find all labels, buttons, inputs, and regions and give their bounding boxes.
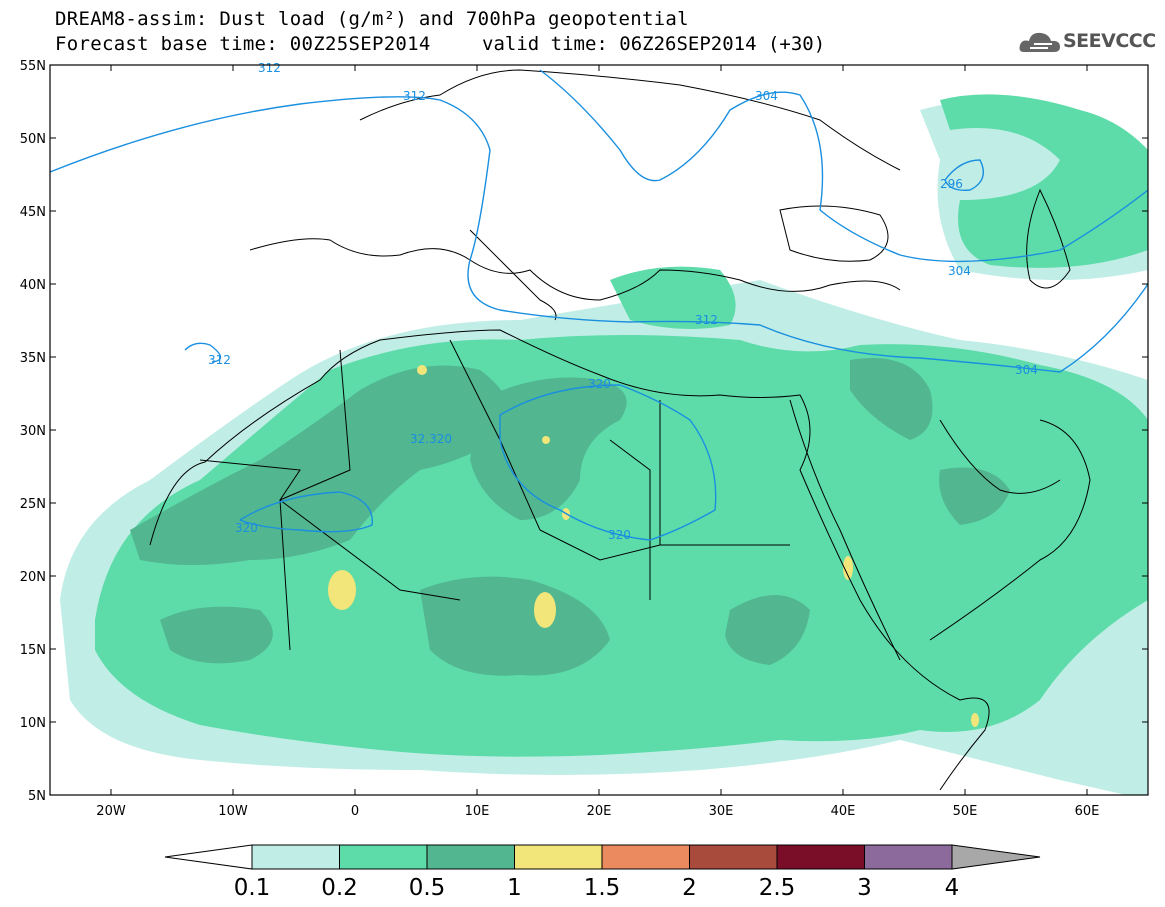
colorbar-tick-label: 0.2 [321, 875, 358, 901]
lat-label: 15N [20, 643, 46, 658]
colorbar-low-arrow [164, 844, 253, 870]
dust-peak-1 [328, 570, 356, 610]
colorbar-tick-label: 0.1 [234, 875, 271, 901]
lat-label: 20N [20, 570, 46, 585]
red-sea [789, 399, 901, 661]
dust-area-dark-arabia [850, 358, 933, 440]
dust-peak-5 [417, 365, 427, 375]
border-7 [609, 439, 651, 600]
colorbar-tick-label: 4 [945, 875, 960, 901]
colorbar-segment [776, 844, 865, 870]
dust-area-dark-west [130, 365, 512, 565]
dust-peak-2 [534, 592, 556, 628]
north-coast [359, 69, 901, 171]
italy [469, 229, 557, 321]
contour-labels: 304 312 296 304 312 304 312 312 320 32.3… [208, 61, 1038, 542]
contour-304 [539, 69, 1148, 263]
lon-label: 20E [587, 804, 612, 819]
contour-label: 296 [940, 177, 963, 191]
dust-area-dark-sahel [160, 606, 273, 664]
dust-area-dark-sudan [725, 595, 810, 665]
africa-coast [149, 329, 990, 791]
dust-peak-6 [542, 436, 550, 444]
contour-label: 304 [755, 89, 778, 103]
contour-312-north [50, 96, 1061, 373]
lon-label: 10W [218, 804, 248, 819]
contour-label: 304 [1015, 363, 1038, 377]
logo-text: SEEVCCC [1063, 30, 1156, 52]
colorbar-segment [251, 844, 340, 870]
border-2 [199, 459, 301, 651]
geopotential-contours [50, 69, 1148, 541]
contour-label: 32.320 [410, 432, 452, 446]
lon-label: 30E [709, 804, 734, 819]
border-6 [279, 349, 351, 501]
lon-label: 60E [1075, 804, 1100, 819]
lat-label: 30N [20, 424, 46, 439]
lat-axis: 55N 50N 45N 40N 35N 30N 25N 20N 15N 10N 5N [20, 59, 1148, 804]
lat-label: 25N [20, 497, 46, 512]
colorbar-tick-label: 2.5 [759, 875, 796, 901]
lon-label: 20W [96, 804, 126, 819]
arabia-coast [929, 419, 1091, 641]
lon-axis: 20W 10W 0 10E 20E 30E 40E 50E 60E [96, 65, 1099, 819]
dust-area-dark-gulf [939, 467, 1010, 525]
contour-label: 312 [258, 61, 281, 75]
lon-label: 40E [831, 804, 856, 819]
caspian-sea [1026, 188, 1071, 289]
lat-label: 10N [20, 716, 46, 731]
colorbar-tick-label: 1.5 [584, 875, 621, 901]
europe-coast [249, 238, 901, 301]
dust-area-dark-niger [420, 576, 610, 676]
lat-label: 35N [20, 351, 46, 366]
lon-label: 50E [953, 804, 978, 819]
cloud-logo-icon [1019, 32, 1060, 52]
dust-area-dark-center [470, 377, 627, 520]
contour-label: 312 [403, 89, 426, 103]
contour-296 [944, 159, 984, 191]
contour-label: 320 [588, 377, 611, 391]
contour-label: 320 [235, 521, 258, 535]
contour-label: 320 [608, 528, 631, 542]
dust-peak-3 [843, 556, 853, 580]
colorbar-tick-label: 2 [682, 875, 697, 901]
black-sea [779, 205, 889, 262]
colorbar-segment [339, 844, 428, 870]
contour-312-west [184, 342, 222, 363]
colorbar-segment [689, 844, 778, 870]
dust-area-medium-north [940, 94, 1148, 268]
lon-label: 0 [351, 804, 359, 819]
colorbar-tick-label: 3 [857, 875, 872, 901]
lat-label: 40N [20, 278, 46, 293]
colorbar-high-arrow [951, 844, 1041, 870]
map-title: DREAM8-assim: Dust load (g/m²) and 700hP… [55, 8, 689, 30]
colorbar-segment [426, 844, 515, 870]
dust-peak-7 [971, 713, 979, 727]
contour-label: 304 [948, 264, 971, 278]
dust-area-medium-aegean [610, 266, 736, 329]
gulf-coast [939, 419, 1061, 494]
forecast-base-time: Forecast base time: 00Z25SEP2014 [55, 33, 431, 55]
contour-label: 312 [695, 313, 718, 327]
border-1 [279, 499, 461, 601]
colorbar: 0.1 0.2 0.5 1 1.5 2 2.5 3 4 [164, 844, 1041, 901]
colorbar-segment [864, 844, 953, 870]
lat-label: 50N [20, 132, 46, 147]
lon-label: 10E [465, 804, 490, 819]
colorbar-segment [514, 844, 603, 870]
border-3 [539, 529, 790, 561]
contour-312-east [1059, 283, 1148, 373]
lat-label: 45N [20, 205, 46, 220]
contour-320-center [499, 384, 717, 541]
colorbar-tick-label: 0.5 [409, 875, 446, 901]
dust-fields [60, 94, 1148, 795]
lat-label: 5N [28, 789, 46, 804]
lat-label: 55N [20, 59, 46, 74]
colorbar-tick-label: 1 [507, 875, 522, 901]
contour-label: 312 [208, 353, 231, 367]
contour-320-west [239, 491, 373, 533]
valid-time: valid time: 06Z26SEP2014 (+30) [482, 33, 826, 55]
colorbar-segment [601, 844, 690, 870]
